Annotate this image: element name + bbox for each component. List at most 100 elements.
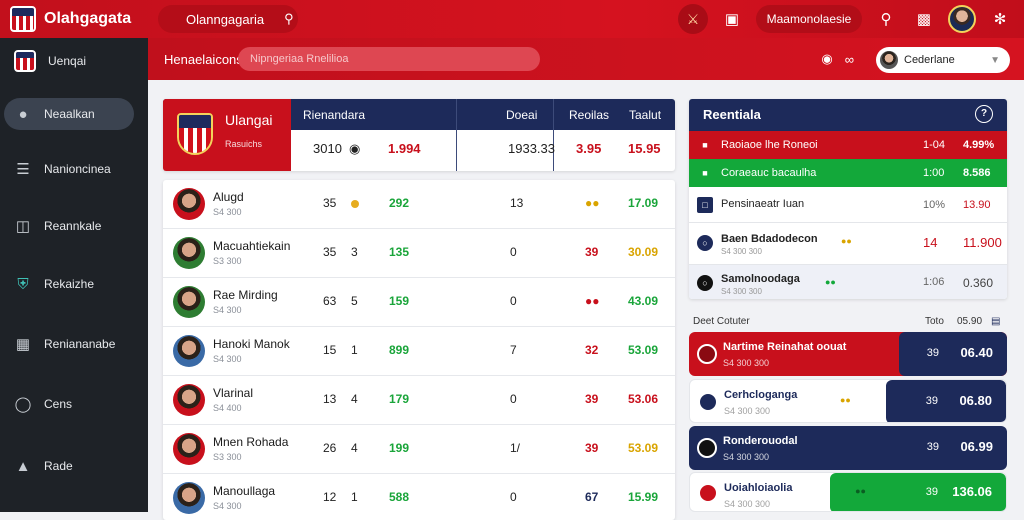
settings-icon[interactable]: ✻: [993, 11, 1007, 28]
odds-value: 39: [926, 441, 939, 453]
search-icon[interactable]: ⚲: [284, 11, 294, 26]
team-value: 3.95: [576, 141, 602, 156]
share-icon[interactable]: ∞: [844, 51, 854, 67]
trophy-icon[interactable]: ⚔: [678, 4, 708, 34]
cell: 899: [389, 343, 410, 357]
bet-title: Cerhcloganga: [724, 389, 798, 401]
dots-icon: ●●: [585, 294, 600, 308]
cell: 10%: [923, 199, 946, 211]
cell: 292: [389, 196, 410, 210]
table-row[interactable]: Manoullaga S4 300 12 1 588 0 67 15.99: [163, 474, 675, 520]
dots-icon: ●●: [841, 236, 852, 246]
player-name: Mnen Rohada: [213, 435, 289, 449]
odds-box[interactable]: [899, 332, 1007, 376]
column-header: Rienandara: [303, 108, 366, 122]
cell: 35: [323, 245, 337, 259]
cell: 0: [510, 294, 517, 308]
list-item[interactable]: ■ Raoiaoe lhe Roneoi 1-04 4.99%: [689, 131, 1007, 159]
team-value: 1.994: [388, 141, 421, 156]
table-row[interactable]: Alugd S4 300 35 292 13 ●● 17.09: [163, 180, 675, 229]
odds-box[interactable]: [830, 473, 1006, 511]
team-name: Ulangai: [225, 112, 273, 128]
sidebar-item-label: Reniananabe: [44, 337, 116, 351]
search-input[interactable]: Nipngeriaa Rnelilioa: [238, 47, 540, 71]
player-sub: S3 300: [213, 452, 242, 462]
sidebar-item-shield[interactable]: ⛨ Rekaizhe: [4, 268, 134, 300]
cell: 199: [389, 441, 410, 455]
sidebar-item-book[interactable]: ◫ Reannkale: [4, 210, 134, 242]
top-pill-button[interactable]: Maamonolaesie: [756, 5, 862, 33]
cell: 7: [510, 343, 517, 357]
cell: 1:00: [923, 167, 945, 179]
bet-card[interactable]: Cerhcloganga S4 300 300 ●● 39 06.80: [689, 379, 1007, 423]
cell: 12: [323, 490, 337, 504]
info-icon[interactable]: ◉: [821, 51, 833, 66]
cell: 15.99: [628, 490, 659, 504]
dots-icon: ●●: [840, 395, 851, 405]
cell: 4: [351, 392, 358, 406]
bet-card[interactable]: Ronderouodal S4 300 300 39 06.99: [689, 426, 1007, 470]
cell: 13.90: [963, 199, 991, 211]
bet-title: Uoiahloiaolia: [724, 482, 793, 494]
table-row[interactable]: Mnen Rohada S3 300 26 4 199 1/ 39 53.09: [163, 425, 675, 474]
cell: 26: [323, 441, 337, 455]
avatar: [173, 237, 205, 269]
expand-icon[interactable]: ▤: [991, 316, 1001, 327]
cell: 8.586: [963, 167, 991, 179]
bet-card[interactable]: Nartime Reinahat oouat S4 300 300 39 06.…: [689, 332, 1007, 376]
crest-icon: [14, 50, 36, 72]
info-icon[interactable]: ?: [975, 105, 993, 123]
sidebar-item-home[interactable]: Uenqai: [4, 45, 134, 77]
avatar[interactable]: [948, 5, 976, 33]
message-icon[interactable]: ▩: [916, 11, 932, 28]
top-search[interactable]: Olanngagaria ⚲: [158, 5, 298, 33]
table-row[interactable]: Rae Mirding S4 300 63 5 159 0 ●● 43.09: [163, 278, 675, 327]
ball-icon: ○: [697, 235, 713, 251]
team-badge[interactable]: Ulangai Rasuichs: [163, 99, 291, 171]
brand[interactable]: Olahgagata: [0, 0, 158, 38]
cell: 179: [389, 392, 410, 406]
player-name: Vlarinal: [213, 386, 254, 400]
cell: 14: [923, 235, 938, 250]
player-name: Macuahtiekain: [213, 239, 291, 253]
team-value: 15.95: [628, 141, 661, 156]
cell: 15: [323, 343, 337, 357]
list-item[interactable]: □ Pensinaeatr Iuan 10% 13.90: [689, 187, 1007, 223]
sidebar-item-chat[interactable]: ☰ Nanioncinea: [4, 153, 134, 185]
bet-sub: S4 300 300: [724, 406, 771, 416]
table-row[interactable]: Macuahtiekain S3 300 35 3 135 0 39 30.09: [163, 229, 675, 278]
bet-card[interactable]: Uoiahloiaolia S4 300 300 ●● 39 136.06: [689, 472, 1007, 512]
page-title: Henaelaicons: [164, 51, 243, 67]
sidebar-item-label: Cens: [44, 397, 73, 411]
cell: 43.09: [628, 294, 659, 308]
sidebar-item-coins[interactable]: ◯ Cens: [4, 388, 134, 420]
cell: 39: [585, 392, 599, 406]
odds-box[interactable]: [886, 380, 1006, 422]
ball-icon: [698, 483, 718, 503]
table-row[interactable]: Hanoki Manok S4 300 15 1 899 7 32 53.09: [163, 327, 675, 376]
bell-icon[interactable]: ▣: [724, 11, 740, 28]
bet-title: Ronderouodal: [723, 435, 798, 447]
cell: 17.09: [628, 196, 659, 210]
user-menu[interactable]: Cederlane ▼: [876, 47, 1010, 73]
divider: [553, 99, 554, 171]
list-item[interactable]: ○ Baen Bdadodecon S4 300 300 ●● 14 11.90…: [689, 223, 1007, 265]
avatar: [173, 433, 205, 465]
cell: 39: [585, 245, 599, 259]
players-table: Alugd S4 300 35 292 13 ●● 17.09 Macuahti…: [163, 180, 675, 520]
table-row[interactable]: Vlarinal S4 400 13 4 179 0 39 53.06: [163, 376, 675, 425]
column-header: Reoilas: [569, 108, 610, 122]
sidebar-item-label: Rade: [44, 459, 73, 473]
list-item[interactable]: ○ Samolnoodaga S4 300 300 ●● 1:06 0.360: [689, 265, 1007, 299]
sidebar-item-grid[interactable]: ▦ Reniananabe: [4, 328, 134, 360]
player-sub: S4 300: [213, 354, 242, 364]
list-item[interactable]: ■ Coraeauc bacaulha 1:00 8.586: [689, 159, 1007, 187]
search-icon[interactable]: ⚲: [880, 11, 892, 28]
chat-icon: ☰: [16, 161, 30, 178]
top-search-text: Olanngagaria: [186, 11, 265, 27]
sidebar-item-active[interactable]: ● Neaalkan: [4, 98, 134, 130]
cell: 135: [389, 245, 410, 259]
avatar: [173, 286, 205, 318]
player-name: Hanoki Manok: [213, 337, 290, 351]
sidebar-item-profile[interactable]: ▲ Rade: [4, 450, 134, 482]
